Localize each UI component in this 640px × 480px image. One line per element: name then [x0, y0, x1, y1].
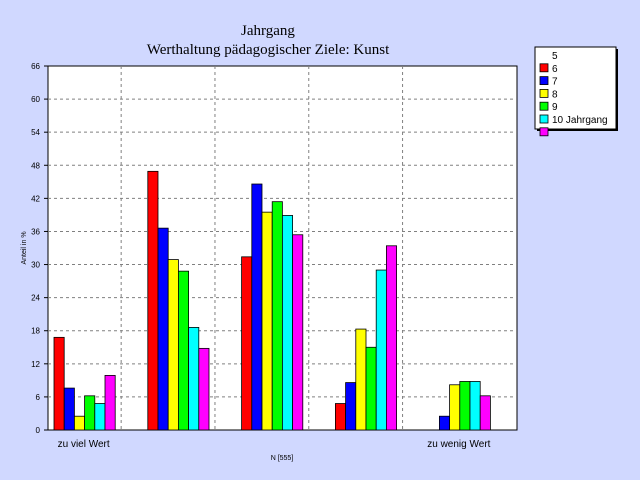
y-tick-label: 36	[31, 227, 40, 236]
y-tick-label: 54	[31, 128, 40, 137]
bar-series-4-cat-3	[365, 346, 377, 431]
bar-series-5-cat-1	[188, 327, 200, 431]
legend-entry: 7	[552, 77, 558, 88]
legend-entry: 9	[552, 102, 558, 113]
bar-series-4-cat-0	[84, 395, 96, 431]
legend-swatch	[539, 63, 549, 73]
bar-series-5-cat-2	[281, 215, 293, 431]
y-tick-label: 12	[31, 360, 40, 369]
bar-series-2-cat-0	[63, 387, 75, 431]
bar-series-4-cat-2	[271, 201, 283, 431]
legend-entry: 8	[552, 89, 558, 100]
y-tick-label: 0	[36, 426, 41, 435]
bar-series-3-cat-3	[355, 328, 367, 431]
bar-series-5-cat-0	[94, 403, 106, 431]
bar-series-3-cat-2	[261, 211, 273, 431]
bar-series-4-cat-1	[177, 270, 189, 431]
bar-series-6-cat-3	[385, 245, 397, 431]
x-category-label: zu viel Wert	[58, 439, 110, 450]
legend-swatch	[539, 127, 549, 137]
bar-series-6-cat-2	[292, 234, 304, 431]
y-tick-label: 42	[31, 194, 40, 203]
y-tick-label: 30	[31, 261, 40, 270]
bar-series-4-cat-4	[459, 381, 471, 431]
bar-series-6-cat-1	[198, 347, 210, 431]
y-tick-label: 66	[31, 62, 40, 71]
y-tick-label: 18	[31, 327, 40, 336]
bar-series-5-cat-4	[469, 381, 481, 431]
legend-entry: 5	[552, 51, 558, 62]
legend-box	[534, 46, 617, 130]
y-tick-label: 24	[31, 294, 40, 303]
bar-series-1-cat-3	[334, 403, 346, 431]
legend-swatch	[539, 114, 549, 124]
bar-series-2-cat-4	[438, 415, 450, 431]
bar-series-2-cat-1	[157, 227, 169, 431]
grid-lines	[48, 66, 517, 430]
x-axis-categories: zu viel Wert zu wenig Wert	[58, 439, 491, 450]
bars	[53, 170, 491, 431]
bar-series-5-cat-3	[375, 269, 387, 431]
legend-entry: 6	[552, 64, 558, 75]
bar-series-3-cat-4	[449, 384, 461, 431]
bar-series-2-cat-2	[251, 183, 263, 431]
bar-series-3-cat-0	[74, 415, 86, 431]
legend: 5 6 78 9 10 Jahrgang	[534, 46, 618, 137]
legend-entry: 10 Jahrgang	[552, 115, 608, 126]
bar-series-1-cat-2	[241, 256, 253, 431]
bar-series-6-cat-4	[479, 395, 491, 431]
legend-swatch	[539, 89, 549, 98]
y-tick-label: 48	[31, 161, 40, 170]
chart-subtitle: Werthaltung pädagogischer Ziele: Kunst	[147, 42, 390, 58]
bar-series-3-cat-1	[167, 259, 179, 431]
chart-title: Jahrgang	[241, 23, 295, 39]
bar-series-1-cat-1	[147, 170, 159, 431]
x-category-label: zu wenig Wert	[427, 439, 490, 450]
y-tick-label: 6	[36, 393, 41, 402]
y-tick-label: 60	[31, 95, 40, 104]
x-axis-label: N [555]	[271, 455, 294, 462]
legend-swatch	[539, 76, 549, 85]
legend-swatch	[539, 101, 549, 111]
bar-series-1-cat-0	[53, 336, 65, 431]
y-axis-ticks: 0 6 12 18 24 30 36 42 48 54 60 66	[31, 62, 48, 435]
bar-series-6-cat-0	[104, 374, 116, 431]
bar-series-2-cat-3	[345, 382, 357, 431]
y-axis-label: Anteil in %	[21, 231, 28, 264]
